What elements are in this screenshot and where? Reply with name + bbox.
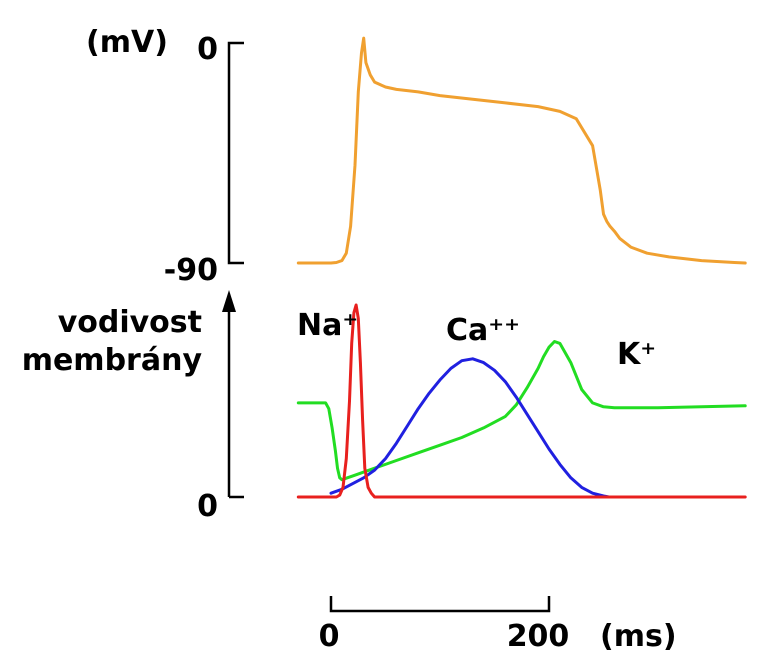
conductance-tick-0: 0 (197, 489, 218, 524)
na-conductance-curve (296, 303, 747, 499)
na-series-label: Na⁺ (297, 308, 358, 343)
time-unit-label: (ms) (600, 619, 677, 653)
k-conductance-curve (296, 340, 747, 482)
mv-axis-label: (mV) (86, 25, 168, 60)
mv-axis (227, 41, 244, 265)
ca-series-label: Ca⁺⁺ (446, 313, 520, 348)
ca-conductance-curve (329, 357, 611, 499)
conductance-axis-arrow-icon (222, 290, 236, 312)
time-scale-bar: 0 200 (ms) (319, 596, 677, 653)
conductance-label-line2: membrány (22, 343, 203, 378)
membrane-potential-panel: (mV) 0 -90 (86, 25, 747, 288)
k-series-label: K⁺ (617, 337, 656, 372)
mv-tick-0: 0 (197, 32, 218, 67)
conductance-label-line1: vodivost (58, 305, 202, 340)
membrane-potential-curve (296, 36, 747, 265)
mv-tick-neg90: -90 (164, 253, 218, 288)
time-scale-line (329, 596, 551, 613)
conductance-panel: vodivost membrány 0 Na⁺ Ca⁺⁺ K⁺ (22, 290, 747, 524)
time-tick-200: 200 (507, 619, 570, 653)
time-tick-0: 0 (319, 619, 340, 653)
